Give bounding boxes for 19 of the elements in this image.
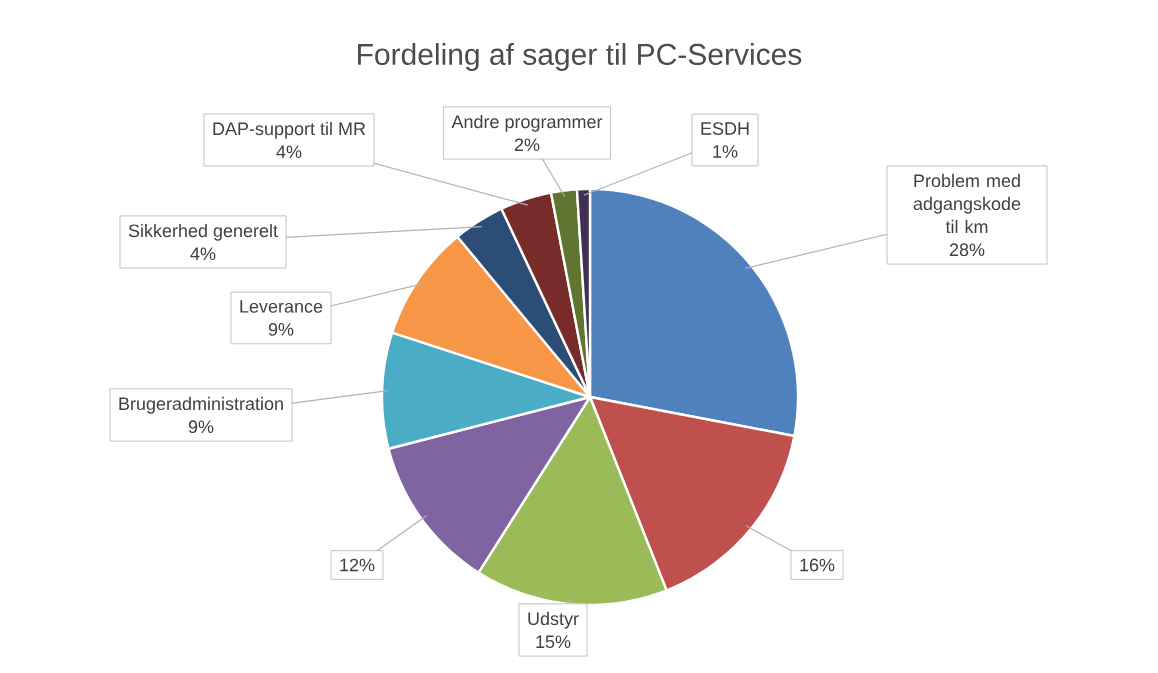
slice-label: Brugeradministration — [119, 396, 283, 414]
data-label: 15% — [536, 635, 571, 649]
slice-label: Problem med adgangskode til km — [913, 173, 1021, 234]
data-label: 4% — [276, 145, 302, 159]
data-label: 1% — [713, 145, 738, 158]
data-label: 16% — [800, 558, 835, 572]
slice-label: Andre programmer — [451, 114, 603, 132]
slice-label: Sikkerhed generelt — [128, 223, 278, 241]
data-label: 2% — [514, 138, 540, 152]
data-label: 12% — [340, 558, 375, 572]
slice-label: DAP-support til MR — [213, 121, 366, 139]
slice-label: Udstyr — [528, 611, 579, 629]
data-label: 4% — [190, 247, 216, 261]
slice-label: ESDH — [701, 122, 749, 135]
slice-label: Leverance — [240, 300, 323, 313]
data-label: 9% — [268, 323, 294, 336]
chart-title: Fordeling af sager til PC-Services — [358, 43, 802, 71]
data-label: 9% — [188, 420, 214, 434]
data-label: 28% — [949, 243, 985, 257]
